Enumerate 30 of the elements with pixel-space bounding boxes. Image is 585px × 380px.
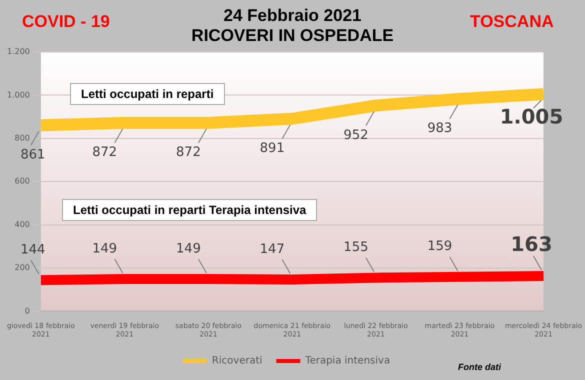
data-label: 155: [344, 240, 368, 256]
legend-label: Terapia intensiva: [304, 356, 390, 367]
chart-title: 24 Febbraio 2021: [224, 6, 362, 25]
y-tick-label: 1.200: [6, 47, 30, 56]
data-label: 861: [20, 148, 46, 163]
annotation: Letti occupati in reparti: [70, 83, 225, 105]
data-label: 149: [92, 241, 118, 256]
source-note: Fonte dati: [458, 362, 501, 372]
data-label: 872: [176, 145, 201, 160]
text: TOSCANA: [470, 12, 554, 32]
data-label: 952: [344, 128, 368, 143]
legend-label: Ricoverati: [212, 356, 262, 367]
data-label: 891: [260, 141, 285, 156]
y-tick-label: 200: [14, 263, 30, 272]
annotation: Letti occupati in reparti Terapia intensiva: [62, 199, 318, 221]
y-tick-label: 0: [24, 306, 30, 316]
text: COVID - 19: [22, 12, 110, 32]
data-label: 163: [510, 232, 552, 256]
data-label: 1.005: [500, 104, 564, 128]
data-label: 147: [260, 242, 285, 257]
data-label: 144: [20, 242, 46, 258]
data-label: 149: [176, 241, 201, 256]
y-tick-label: 600: [14, 176, 30, 186]
data-label: 159: [427, 239, 452, 254]
y-tick-label: 400: [14, 220, 30, 229]
y-tick-label: 1.000: [6, 90, 30, 100]
data-label: 872: [92, 145, 118, 160]
data-label: 983: [427, 121, 452, 136]
y-tick-label: 800: [14, 133, 30, 142]
chart-subtitle: RICOVERI IN OSPEDALE: [191, 26, 394, 45]
